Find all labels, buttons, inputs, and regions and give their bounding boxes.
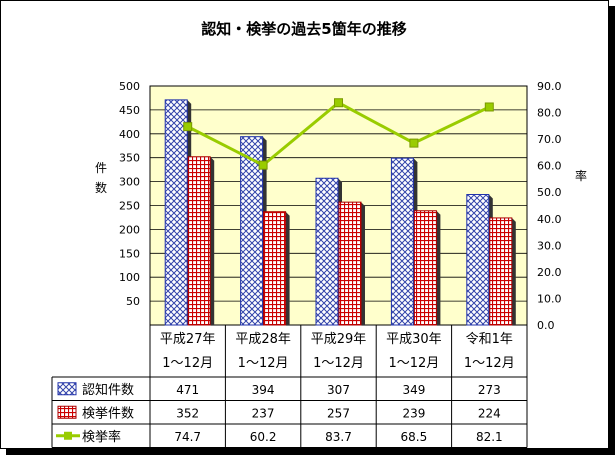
table-value: 471 [176,383,199,397]
left-axis-label-char: 件 [95,161,107,175]
table-value: 83.7 [325,430,352,444]
table-value: 224 [478,406,501,420]
table-value: 352 [176,406,199,420]
rate-line [183,98,494,170]
bar-recognized [466,194,490,326]
category-label: 1～12月 [313,356,364,371]
frame-shadow-bottom [6,449,615,455]
category-label: 1～12月 [388,356,439,371]
left-tick-label: 250 [119,200,140,213]
right-tick-label: 60.0 [537,160,562,173]
category-label: 令和1年 [466,332,513,347]
right-tick-label: 20.0 [537,266,562,279]
bar-cleared [187,156,211,326]
left-tick-label: 450 [119,104,140,117]
table-value: 349 [402,383,425,397]
left-tick-label: 100 [119,271,140,284]
category-label: 平成29年 [311,332,367,347]
table-value: 273 [478,383,501,397]
left-tick-label: 300 [119,176,140,189]
right-tick-label: 50.0 [537,186,562,199]
bar-recognized [164,99,188,326]
rate-point [183,122,193,132]
left-axis-label-char: 数 [95,180,107,195]
bar-cleared-side [511,217,516,325]
right-tick-label: 0.0 [537,319,555,332]
left-tick-label: 150 [119,247,140,260]
table-value: 74.7 [174,430,201,444]
category-label: 1～12月 [464,356,515,371]
bar-recognized [240,136,264,326]
right-tick-label: 30.0 [537,239,562,252]
bar-cleared [489,217,513,326]
left-tick-label: 50 [126,295,140,308]
bar-recognized [390,157,414,326]
rate-point [484,102,494,112]
rate-point [409,138,419,148]
bar-cleared [263,211,287,326]
legend-label: 認知件数 [82,382,134,398]
category-label: 1～12月 [238,356,289,371]
left-axis-label: 件数 [95,161,107,195]
right-tick-label: 70.0 [537,133,562,146]
frame-shadow-right [609,6,615,455]
bar-cleared-side [285,211,290,325]
left-tick-label: 500 [119,80,140,93]
left-tick-label: 400 [119,128,140,141]
legend-key-marker [64,431,72,440]
bar-cleared-side [361,202,365,325]
table-value: 394 [252,383,275,397]
right-tick-label: 90.0 [537,80,562,93]
chart-title: 認知・検挙の過去5箇年の推移 [201,20,406,38]
table-value: 237 [252,406,275,420]
category-label: 平成28年 [235,332,291,347]
table-value: 257 [327,406,350,420]
table-value: 60.2 [250,430,277,444]
legend-label: 検挙率 [82,429,121,445]
category-label: 平成30年 [386,332,442,347]
category-label: 1～12月 [162,356,213,371]
right-tick-label: 10.0 [537,292,562,305]
rate-point [258,160,268,170]
bars [164,99,516,326]
table-value: 239 [402,406,425,420]
table-value: 82.1 [476,430,503,444]
table-value: 68.5 [401,430,428,444]
bar-cleared [338,201,362,326]
legend-label: 検挙件数 [82,406,134,421]
bar-cleared [413,210,437,326]
left-tick-label: 200 [119,223,140,236]
data-table: 平成27年 1～12月 平成28年 1～12月 平成29年 1～12月 平成30年 1～12月… [51,325,528,448]
left-axis: 50 100 150 200 250 300 350 400 450 500 [119,80,140,308]
legend-key [57,382,77,396]
right-axis: 0.0 10.0 20.0 30.0 40.0 50.0 60.0 70.0 80.0 90.0 [537,80,562,332]
table-value: 307 [327,383,350,397]
rate-point [334,98,343,108]
right-tick-label: 80.0 [537,107,562,120]
right-axis-label: 率 [575,168,587,183]
left-tick-label: 350 [119,152,140,165]
category-label: 平成27年 [160,332,216,347]
right-tick-label: 40.0 [537,213,562,226]
bar-cleared-side [210,156,215,325]
legend-key [57,405,77,419]
bar-recognized [315,177,339,326]
bar-cleared-side [436,210,441,325]
